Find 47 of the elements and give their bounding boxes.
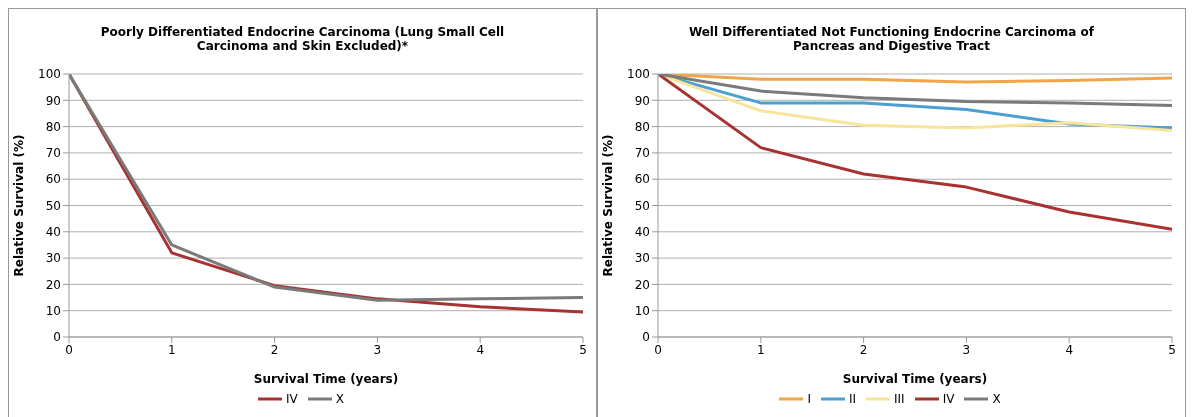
legend-label: X <box>335 391 344 406</box>
y-tick-label: 20 <box>634 277 650 292</box>
y-tick-label: 50 <box>634 198 650 213</box>
x-tick-label: 2 <box>859 342 868 357</box>
y-tick-label: 10 <box>634 303 650 318</box>
x-tick-label: 3 <box>962 342 971 357</box>
y-tick-label: 60 <box>45 172 61 187</box>
y-tick-label: 70 <box>45 146 61 161</box>
legend-label: IV <box>942 391 955 406</box>
chart-title: Well Differentiated Not Functioning Endocrine Carcinoma of Pancreas and Digestive Tract <box>687 24 1096 55</box>
y-axis-title: Relative Survival (%) <box>12 134 27 277</box>
y-tick-label: 30 <box>45 251 61 266</box>
y-tick-label: 20 <box>45 277 61 292</box>
y-tick-label: 10 <box>45 303 61 318</box>
y-tick-label: 0 <box>642 330 650 345</box>
x-tick-label: 4 <box>476 342 485 357</box>
y-tick-label: 80 <box>634 119 650 134</box>
legend-label: II <box>848 391 856 406</box>
legend-label: IV <box>286 391 298 406</box>
legend-label: III <box>894 391 905 406</box>
y-axis-title: Relative Survival (%) <box>601 134 616 277</box>
y-tick-label: 90 <box>45 93 61 108</box>
y-tick-label: 100 <box>38 67 61 82</box>
x-tick-label: 5 <box>1168 342 1176 357</box>
legend-label: I <box>807 391 811 406</box>
y-tick-label: 100 <box>627 67 650 82</box>
x-tick-label: 1 <box>167 342 176 357</box>
x-tick-label: 3 <box>373 342 382 357</box>
x-axis-title: Survival Time (years) <box>253 372 399 386</box>
y-tick-label: 70 <box>634 146 650 161</box>
y-tick-label: 50 <box>45 198 61 213</box>
x-axis-title: Survival Time (years) <box>842 372 988 386</box>
y-tick-label: 80 <box>45 119 61 134</box>
y-tick-label: 0 <box>53 330 61 345</box>
y-tick-label: 40 <box>45 225 61 240</box>
x-tick-label: 5 <box>579 342 587 357</box>
legend-label: X <box>992 391 1001 406</box>
x-tick-label: 1 <box>756 342 765 357</box>
y-tick-label: 60 <box>634 172 650 187</box>
chart-title: Poorly Differentiated Endocrine Carcinoma (Lung Small Cell Carcinoma and Skin Excluded)* <box>99 24 506 55</box>
y-tick-label: 30 <box>634 251 650 266</box>
y-tick-label: 40 <box>634 225 650 240</box>
x-tick-label: 4 <box>1065 342 1074 357</box>
x-tick-label: 2 <box>270 342 279 357</box>
x-tick-label: 0 <box>654 342 662 357</box>
y-tick-label: 90 <box>634 93 650 108</box>
x-tick-label: 0 <box>65 342 73 357</box>
